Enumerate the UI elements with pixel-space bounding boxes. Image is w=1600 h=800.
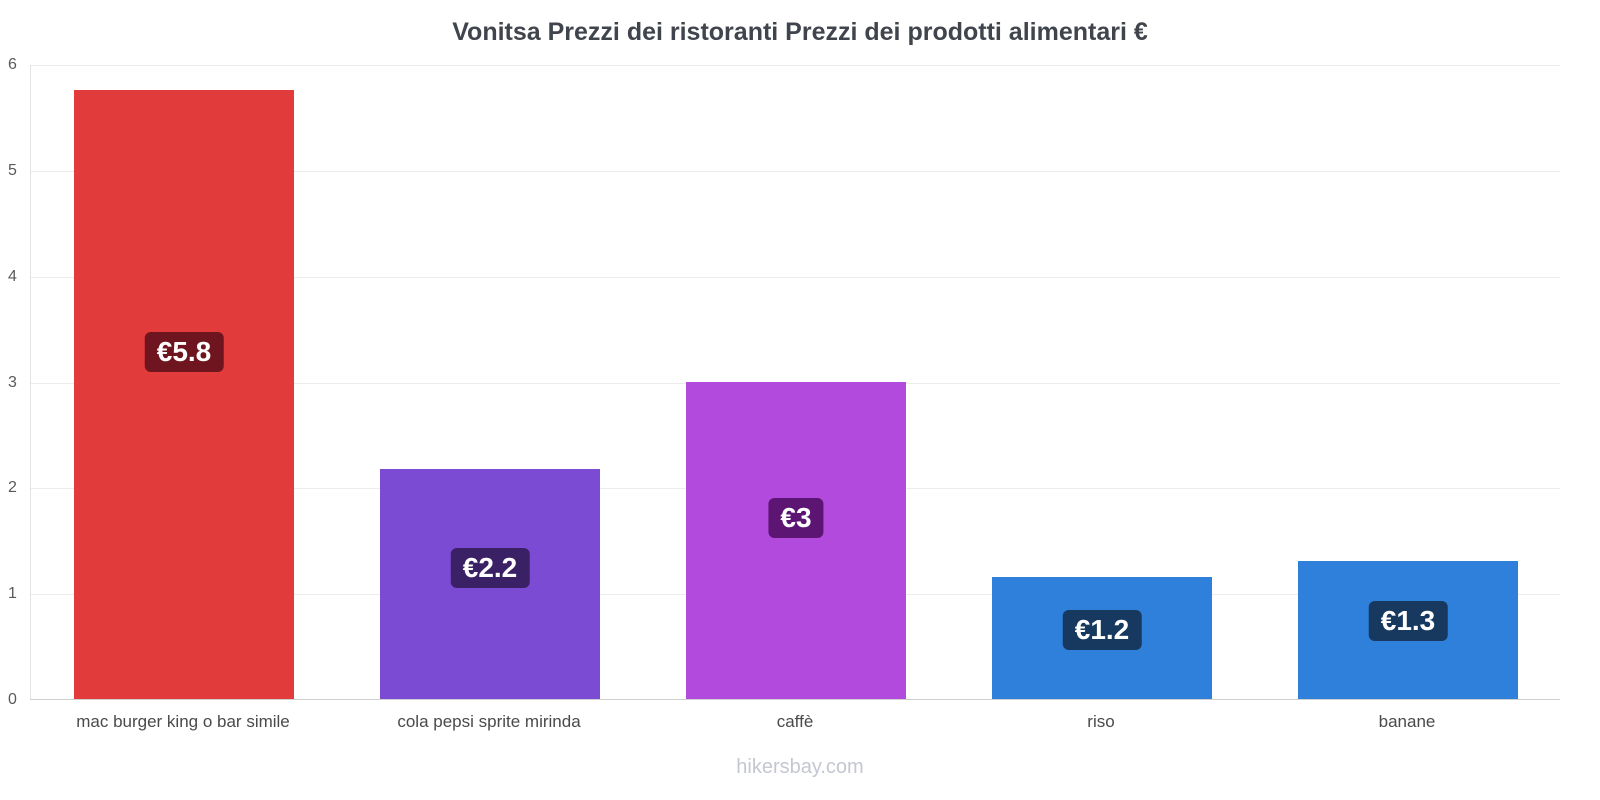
y-tick-label: 6 xyxy=(8,56,17,73)
gridline xyxy=(31,170,1560,172)
plot-area: €5.8 €2.2 €3 €1.2 €1.3 xyxy=(30,65,1560,700)
y-tick-label: 0 xyxy=(8,691,17,708)
x-category-label: cola pepsi sprite mirinda xyxy=(397,712,581,731)
bar-value-label: €2.2 xyxy=(450,548,530,589)
bar: €3 xyxy=(686,381,906,699)
bar-value-label: €1.3 xyxy=(1368,600,1448,641)
bar: €1.3 xyxy=(1298,561,1518,699)
bar: €2.2 xyxy=(380,469,600,699)
y-tick-label: 5 xyxy=(8,161,17,179)
y-tick-label: 1 xyxy=(8,585,17,603)
y-tick-label: 3 xyxy=(8,373,17,391)
gridline xyxy=(31,276,1560,278)
x-category-label: mac burger king o bar simile xyxy=(76,712,290,731)
bar-value-label: €1.2 xyxy=(1062,609,1142,650)
gridline xyxy=(31,65,1560,66)
x-category-label: caffè xyxy=(776,712,814,731)
y-tick-label: 4 xyxy=(8,267,17,285)
bar-value-label: €5.8 xyxy=(144,332,224,373)
chart-title: Vonitsa Prezzi dei ristoranti Prezzi dei… xyxy=(452,18,1148,46)
y-tick-label: 2 xyxy=(8,479,17,497)
bar-value-label: €3 xyxy=(768,498,824,539)
bar: €1.2 xyxy=(992,577,1212,699)
x-category-label: banane xyxy=(1378,712,1436,731)
bar: €5.8 xyxy=(74,90,294,699)
x-category-label: riso xyxy=(1087,712,1115,731)
watermark-text: hikersbay.com xyxy=(736,756,864,778)
